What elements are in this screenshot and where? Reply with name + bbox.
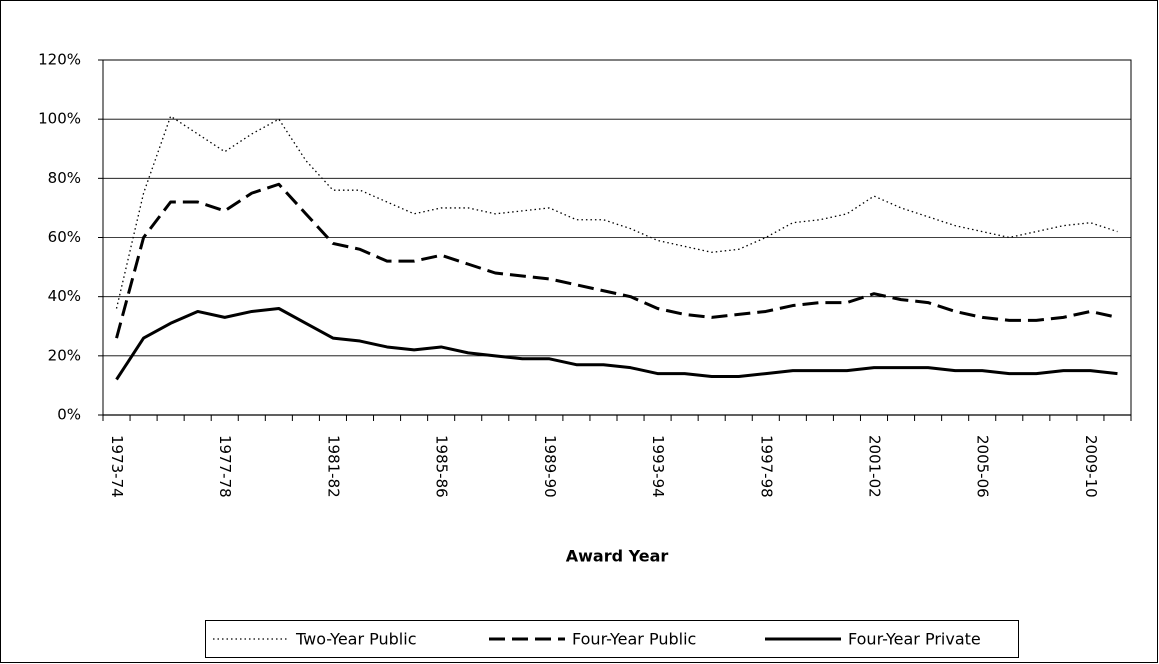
- x-axis-title: Award Year: [566, 547, 669, 566]
- x-tick-label: 2001-02: [866, 435, 884, 498]
- y-tick-label: 100%: [38, 110, 81, 128]
- x-tick-label: 2009-10: [1082, 435, 1100, 498]
- x-tick-label: 1977-78: [216, 435, 234, 498]
- legend-label: Four-Year Public: [572, 630, 696, 649]
- series-line: [115, 182, 1118, 339]
- legend-label: Two-Year Public: [295, 630, 416, 649]
- legend-box: [205, 620, 1019, 658]
- y-tick-label: 0%: [57, 406, 81, 424]
- x-tick-label: 1973-74: [108, 435, 126, 498]
- y-tick-label: 120%: [38, 51, 81, 69]
- x-tick-label: 1997-98: [757, 435, 775, 498]
- y-tick-label: 40%: [48, 287, 81, 305]
- x-tick-label: 2005-06: [974, 435, 992, 498]
- series-line: [115, 307, 1118, 381]
- legend-label: Four-Year Private: [848, 630, 981, 649]
- x-tick-label: 1985-86: [433, 435, 451, 498]
- y-tick-label: 20%: [48, 346, 81, 364]
- x-tick-label: 1981-82: [324, 435, 342, 498]
- x-tick-label: 1993-94: [649, 435, 667, 498]
- x-tick-label: 1989-90: [541, 435, 559, 498]
- y-tick-label: 60%: [48, 228, 81, 246]
- series-line: [115, 115, 1118, 309]
- y-tick-label: 80%: [48, 169, 81, 187]
